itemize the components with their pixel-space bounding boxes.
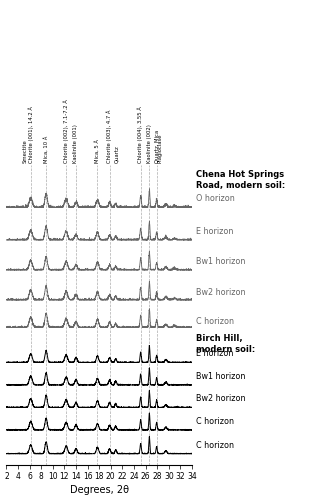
Text: Kaolinite (001): Kaolinite (001) <box>74 124 78 162</box>
Text: C horizon: C horizon <box>196 440 234 450</box>
Text: C horizon: C horizon <box>196 317 234 326</box>
Text: C horizon: C horizon <box>196 417 234 426</box>
Text: Bw1 horizon: Bw1 horizon <box>196 372 245 381</box>
Text: Chlorite (002), 7.1-7.2 Å: Chlorite (002), 7.1-7.2 Å <box>63 98 69 162</box>
Text: O horizon: O horizon <box>196 194 235 203</box>
Text: Chlorite (001), 14.2 Å: Chlorite (001), 14.2 Å <box>28 106 34 162</box>
Text: Chlorite (003), 4.7 Å: Chlorite (003), 4.7 Å <box>107 109 112 162</box>
Text: Mica, 10 Å: Mica, 10 Å <box>44 135 49 162</box>
Text: Birch Hill,
modern soil:: Birch Hill, modern soil: <box>196 334 255 354</box>
Text: Bw1 horizon: Bw1 horizon <box>196 257 245 266</box>
X-axis label: Degrees, 2θ: Degrees, 2θ <box>70 485 129 495</box>
Text: Quartz: Quartz <box>114 145 119 162</box>
Text: E horizon: E horizon <box>196 227 233 236</box>
Text: Mica, 5 Å: Mica, 5 Å <box>95 138 100 162</box>
Text: Plagioclase: Plagioclase <box>157 133 163 162</box>
Text: Bw2 horizon: Bw2 horizon <box>196 288 245 297</box>
Text: Bw2 horizon: Bw2 horizon <box>196 394 245 403</box>
Text: Chena Hot Springs
Road, modern soil:: Chena Hot Springs Road, modern soil: <box>196 170 285 190</box>
Text: E horizon: E horizon <box>196 349 233 358</box>
Text: Chlorite (004), 3.55 Å: Chlorite (004), 3.55 Å <box>138 106 143 162</box>
Text: Quartz, Mica: Quartz, Mica <box>154 130 159 162</box>
Text: Smectite: Smectite <box>23 139 28 162</box>
Text: Kaolinite (002): Kaolinite (002) <box>147 124 152 162</box>
